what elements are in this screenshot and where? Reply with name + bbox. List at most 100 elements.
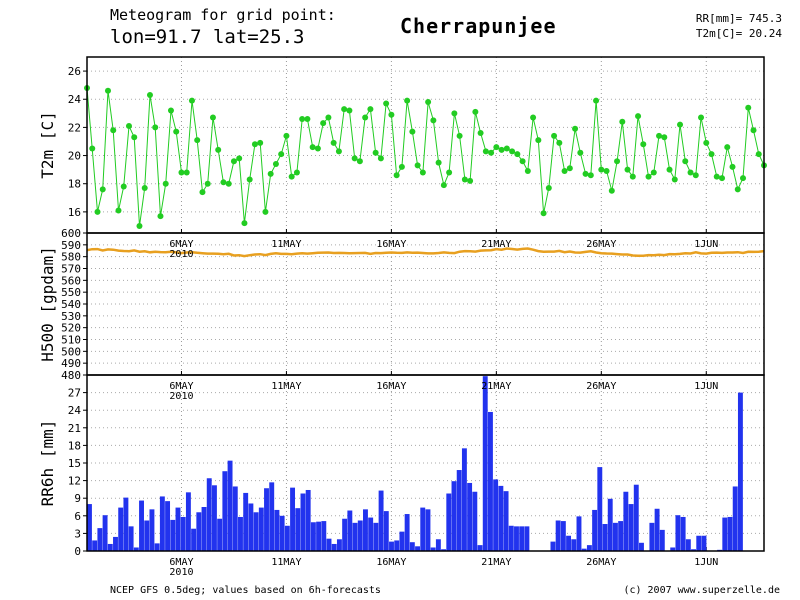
precip-bar [737, 392, 743, 551]
precip-bar [696, 535, 702, 551]
precip-bar [92, 540, 98, 551]
precip-bar [238, 516, 243, 551]
y-tick-label: 510 [61, 334, 81, 347]
temperature-point [677, 121, 684, 128]
temperature-point [262, 208, 269, 215]
temperature-point [719, 175, 726, 182]
precip-bar [670, 547, 676, 551]
temperature-point [435, 159, 442, 166]
temperature-point [346, 107, 353, 114]
temperature-point [293, 169, 300, 176]
temperature-point [519, 158, 526, 165]
precip-bar [654, 508, 660, 551]
temperature-point [299, 115, 306, 122]
temperature-point [467, 177, 474, 184]
precip-bar [258, 507, 264, 551]
temperature-point [146, 92, 153, 99]
temperature-point [215, 146, 222, 153]
temperature-line [86, 87, 765, 227]
temperature-point [598, 166, 605, 173]
precip-bar [269, 482, 275, 551]
data-source-note: NCEP GFS 0.5deg; values based on 6h-fore… [110, 585, 381, 596]
temperature-point [356, 158, 363, 165]
y-tick-label: 18 [68, 439, 81, 452]
x-tick-label: 26MAY [586, 239, 616, 250]
precip-bar [264, 488, 269, 551]
temperature-point [750, 127, 757, 134]
precip-bar [477, 545, 483, 551]
y-tick-label: 530 [61, 310, 81, 323]
temperature-point [136, 222, 143, 229]
temperature-point [188, 97, 195, 104]
precip-bar [316, 521, 322, 551]
precip-bar [347, 510, 353, 551]
temperature-point [236, 155, 243, 162]
precip-bar [659, 529, 665, 551]
precip-bar [352, 522, 358, 551]
precip-bar [456, 470, 462, 551]
temperature-point [199, 189, 206, 196]
y-tick-label: 570 [61, 263, 81, 276]
precip-bar [612, 522, 618, 551]
temperature-point [419, 169, 426, 176]
temperature-point [335, 148, 342, 155]
precip-bar [295, 508, 301, 551]
x-tick-label: 21MAY [481, 239, 511, 250]
precip-bar [128, 526, 134, 551]
y-tick-label: 6 [74, 510, 81, 523]
precip-bar [487, 411, 493, 551]
precip-bar [685, 539, 691, 551]
temperature-point [566, 165, 573, 172]
temperature-point [587, 172, 594, 179]
temperature-point [671, 176, 678, 183]
precip-bar [342, 518, 348, 551]
temperature-point [388, 111, 395, 118]
precip-bar [232, 486, 238, 551]
temperature-point [698, 114, 705, 121]
temperature-point [488, 149, 495, 156]
precip-bar [149, 509, 155, 551]
precip-bar [576, 516, 582, 551]
precip-bar [503, 491, 509, 551]
temperature-point [288, 173, 295, 180]
temperature-point [703, 139, 710, 146]
precip-bar [607, 498, 613, 551]
precip-bar [211, 485, 217, 551]
precip-bar [446, 493, 452, 551]
precip-bar [191, 528, 197, 551]
precip-bar [701, 535, 707, 551]
precip-bar [675, 515, 681, 551]
temperature-point [325, 114, 332, 121]
temperature-mean: T2m[C]= 20.24 [695, 27, 782, 40]
temperature-point [509, 148, 516, 155]
temperature-point [535, 137, 542, 144]
temperature-point [530, 114, 537, 121]
precip-bar [253, 512, 259, 551]
precip-bar [524, 526, 530, 551]
temperature-point [220, 179, 227, 186]
x-tick-label: 21MAY [481, 557, 511, 568]
temperature-point [656, 132, 663, 139]
temperature-point [131, 134, 138, 141]
y-tick-label: 480 [61, 369, 81, 382]
x-tick-label: 6MAY [169, 557, 193, 568]
precip-bar [336, 539, 342, 551]
x-tick-label: 1JUN [694, 381, 718, 392]
temperature-point [167, 107, 174, 114]
precip-bar [430, 547, 436, 551]
precip-bar [102, 515, 108, 551]
temperature-point [194, 137, 201, 144]
precip-bar [159, 496, 165, 551]
temperature-point [257, 139, 264, 146]
temperature-point [572, 125, 579, 132]
y-axis-label: T2m [C] [38, 111, 57, 178]
precip-bar [639, 542, 644, 551]
precip-bar [415, 546, 420, 551]
temperature-point [162, 180, 169, 187]
precip-bar [435, 539, 441, 551]
temperature-point [666, 166, 673, 173]
precip-bar [113, 536, 118, 551]
temperature-point [514, 151, 521, 158]
precip-bar [279, 515, 285, 551]
